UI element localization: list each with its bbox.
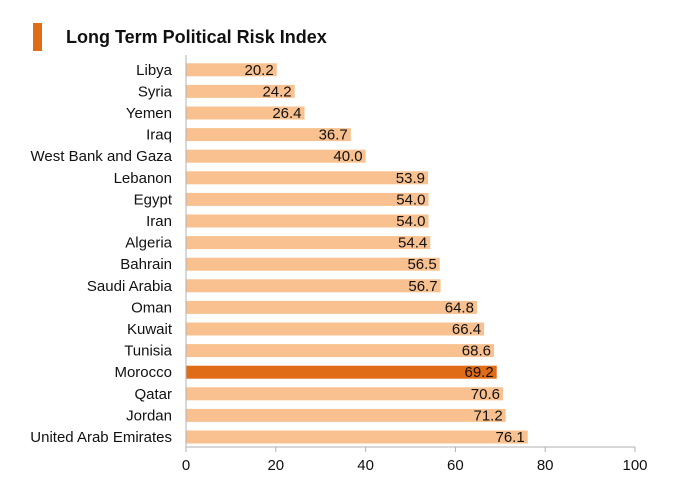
- category-label-saudi-arabia: Saudi Arabia: [87, 278, 173, 295]
- category-label-yemen: Yemen: [126, 105, 172, 122]
- value-label-libya: 20.2: [244, 62, 273, 79]
- bar-oman: [186, 300, 477, 314]
- value-label-bahrain: 56.5: [407, 256, 436, 273]
- value-label-iraq: 36.7: [319, 127, 348, 144]
- category-label-united-arab-emirates: United Arab Emirates: [30, 429, 172, 446]
- x-tick-label-0: 0: [182, 457, 190, 474]
- value-label-morocco: 69.2: [465, 364, 494, 381]
- category-label-west-bank-and-gaza: West Bank and Gaza: [31, 148, 173, 165]
- category-label-lebanon: Lebanon: [114, 170, 172, 187]
- x-tick-label-100: 100: [622, 457, 647, 474]
- value-label-egypt: 54.0: [396, 191, 425, 208]
- value-label-yemen: 26.4: [272, 105, 301, 122]
- category-label-libya: Libya: [136, 62, 173, 79]
- value-label-kuwait: 66.4: [452, 321, 481, 338]
- x-tick-label-40: 40: [357, 457, 374, 474]
- bar-yemen: [186, 106, 305, 120]
- bar-lebanon: [186, 171, 429, 185]
- bar-tunisia: [186, 344, 495, 358]
- value-label-algeria: 54.4: [398, 235, 427, 252]
- value-labels-group: 20.2 24.2 26.4 36.7 40.0 53.9 54.0 54.0 54.4 56.5…: [244, 62, 524, 446]
- category-label-algeria: Algeria: [125, 235, 172, 252]
- category-label-tunisia: Tunisia: [124, 343, 172, 360]
- value-label-iran: 54.0: [396, 213, 425, 230]
- bar-saudi-arabia: [186, 279, 441, 293]
- value-label-jordan: 71.2: [473, 407, 502, 424]
- value-label-saudi-arabia: 56.7: [408, 278, 437, 295]
- bar-egypt: [186, 192, 429, 206]
- bar-qatar: [186, 387, 503, 401]
- bar-jordan: [186, 408, 506, 422]
- x-tick-label-60: 60: [447, 457, 464, 474]
- value-label-syria: 24.2: [262, 83, 291, 100]
- value-label-qatar: 70.6: [471, 386, 500, 403]
- category-label-qatar: Qatar: [134, 386, 172, 403]
- value-label-lebanon: 53.9: [396, 170, 425, 187]
- bars-group: [186, 63, 528, 444]
- category-label-egypt: Egypt: [134, 191, 173, 208]
- bar-west-bank-and-gaza: [186, 149, 366, 163]
- x-axis: 0 20 40 60 80 100: [182, 55, 648, 474]
- bar-iraq: [186, 128, 351, 142]
- bar-bahrain: [186, 257, 440, 271]
- x-tick-label-20: 20: [267, 457, 284, 474]
- value-label-tunisia: 68.6: [462, 343, 491, 360]
- category-label-iraq: Iraq: [146, 127, 172, 144]
- value-label-oman: 64.8: [445, 299, 474, 316]
- x-tick-label-80: 80: [537, 457, 554, 474]
- category-labels-group: Libya Syria Yemen Iraq West Bank and Gaza Leb…: [30, 62, 173, 446]
- chart-title: Long Term Political Risk Index: [66, 27, 327, 47]
- category-label-jordan: Jordan: [126, 407, 172, 424]
- bar-united-arab-emirates: [186, 430, 528, 444]
- value-label-west-bank-and-gaza: 40.0: [333, 148, 362, 165]
- category-label-syria: Syria: [138, 83, 173, 100]
- bar-algeria: [186, 236, 431, 250]
- bar-iran: [186, 214, 429, 228]
- category-label-oman: Oman: [131, 299, 172, 316]
- category-label-kuwait: Kuwait: [127, 321, 173, 338]
- category-label-morocco: Morocco: [114, 364, 172, 381]
- bar-libya: [186, 63, 277, 77]
- bar-morocco: [186, 365, 497, 379]
- bar-kuwait: [186, 322, 485, 336]
- bar-syria: [186, 84, 295, 98]
- category-label-iran: Iran: [146, 213, 172, 230]
- value-label-united-arab-emirates: 76.1: [495, 429, 524, 446]
- title-accent-bar: [33, 23, 42, 51]
- category-label-bahrain: Bahrain: [120, 256, 172, 273]
